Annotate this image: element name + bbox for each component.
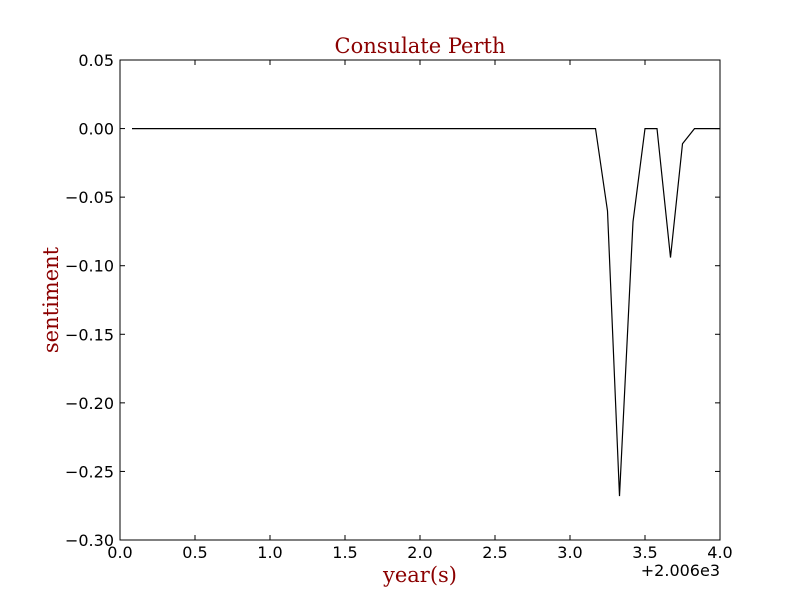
x-tick-label: 0.0 bbox=[107, 543, 132, 562]
x-tick-label: 1.0 bbox=[257, 543, 282, 562]
chart-title: Consulate Perth bbox=[335, 34, 506, 58]
sentiment-line bbox=[132, 128, 720, 497]
x-axis-label: year(s) bbox=[382, 563, 457, 587]
y-tick-label: 0.05 bbox=[78, 51, 114, 70]
y-tick-label: −0.15 bbox=[65, 325, 114, 344]
x-tick-label: 4.0 bbox=[707, 543, 732, 562]
x-tick-label: 2.0 bbox=[407, 543, 432, 562]
y-axis-label: sentiment bbox=[39, 246, 63, 353]
y-tick-label: 0.00 bbox=[78, 120, 114, 139]
x-tick-label: 1.5 bbox=[332, 543, 357, 562]
x-tick-label: 0.5 bbox=[182, 543, 207, 562]
y-tick-label: −0.10 bbox=[65, 257, 114, 276]
x-tick-label: 3.0 bbox=[557, 543, 582, 562]
x-tick-label: 2.5 bbox=[482, 543, 507, 562]
y-tick-label: −0.25 bbox=[65, 462, 114, 481]
plot-frame bbox=[119, 59, 721, 541]
y-tick-label: −0.05 bbox=[65, 188, 114, 207]
y-tick-label: −0.30 bbox=[65, 531, 114, 550]
tick-labels-group: 0.0 0.5 1.0 1.5 2.0 2.5 3.0 3.5 4.0 0.05 0.00 −0.05… bbox=[65, 51, 733, 562]
y-tick-label: −0.20 bbox=[65, 394, 114, 413]
x-tick-label: 3.5 bbox=[632, 543, 657, 562]
x-offset-label: +2.006e3 bbox=[641, 561, 720, 580]
